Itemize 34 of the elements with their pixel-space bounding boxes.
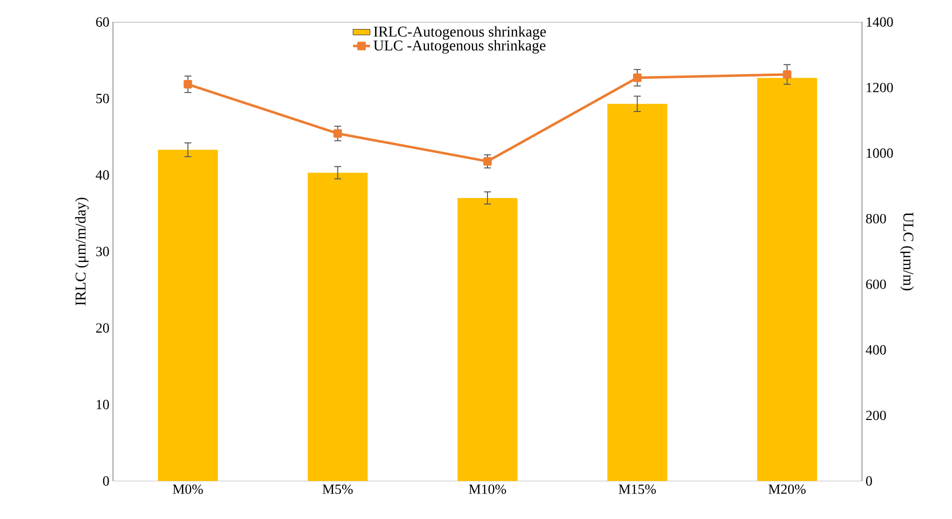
y-tick-label: 0 xyxy=(103,476,109,486)
point xyxy=(184,80,192,89)
point xyxy=(333,129,342,138)
y2-tick-label: 200 xyxy=(866,410,886,420)
y-tick-label: 10 xyxy=(96,400,109,410)
y-tick-label: 40 xyxy=(96,170,109,180)
x-tick-label: M5% xyxy=(322,484,353,494)
y-axis-title: IRLC (μm/m/day) xyxy=(75,198,89,306)
y2-tick-label: 1400 xyxy=(866,17,893,27)
y-tick-label: 60 xyxy=(96,17,109,27)
y2-tick-label: 1200 xyxy=(866,82,893,92)
y2-tick-label: 600 xyxy=(866,280,886,289)
point xyxy=(483,157,492,166)
bar xyxy=(158,150,218,481)
bar xyxy=(607,104,668,481)
legend-label: IRLC-Autogenous shrinkage xyxy=(374,26,546,40)
y2-tick-label: 0 xyxy=(866,476,872,486)
bar xyxy=(757,78,818,481)
x-tick-label: M0% xyxy=(172,484,203,494)
bar xyxy=(458,198,518,481)
y-tick-label: 50 xyxy=(96,94,109,104)
x-tick-label: M10% xyxy=(468,484,506,494)
y-tick-label: 30 xyxy=(96,246,109,256)
y2-tick-label: 1000 xyxy=(866,148,893,158)
y2-axis-title: ULC (μm/m) xyxy=(900,212,914,290)
y2-tick-label: 400 xyxy=(866,345,886,355)
y-tick-label: 20 xyxy=(96,323,109,333)
x-tick-label: M15% xyxy=(618,484,656,494)
point xyxy=(633,73,642,82)
y2-tick-label: 800 xyxy=(866,214,886,224)
point xyxy=(782,70,792,79)
legend-label: ULC -Autogenous shrinkage xyxy=(374,40,546,54)
bar xyxy=(308,172,368,481)
x-tick-label: M20% xyxy=(768,484,806,494)
